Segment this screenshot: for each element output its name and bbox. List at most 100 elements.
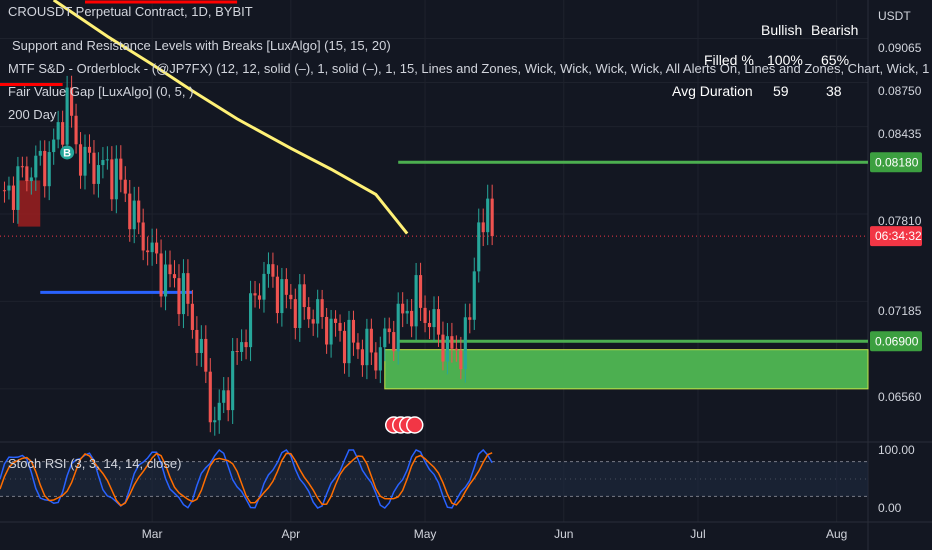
stoch-tick-label: 100.00	[878, 443, 915, 457]
candle-body	[231, 350, 235, 411]
lower-line-price-label: 0.06900	[875, 334, 919, 348]
candle-body	[334, 318, 338, 323]
candle-body	[338, 322, 342, 331]
candle-body	[163, 264, 168, 297]
candle-body	[280, 279, 284, 314]
candle-body	[266, 264, 271, 274]
candle-body	[235, 350, 239, 352]
price-tick-label: 0.08435	[878, 127, 922, 141]
current-price-label-bg	[870, 226, 922, 247]
stats-header-bearish: Bearish	[811, 22, 859, 38]
stats-duration-bearish: 38	[826, 83, 842, 99]
candle-body	[320, 299, 324, 317]
price-tick-label: 0.07185	[878, 304, 922, 318]
buy-marker	[60, 145, 75, 160]
candle-body	[374, 352, 378, 371]
candle-body	[481, 222, 485, 233]
indicator-legend-ma[interactable]: 200 Day	[8, 107, 57, 122]
candle-body	[486, 198, 490, 233]
candle-body	[445, 336, 449, 362]
price-tick-label: 0.07810	[878, 214, 922, 228]
candle-body	[78, 144, 83, 176]
candle-body	[217, 402, 221, 421]
stoch-tick-label: 0.00	[878, 501, 902, 515]
candle-body	[463, 317, 467, 370]
candle-body	[401, 303, 405, 314]
candle-body	[222, 390, 226, 403]
candle-body	[316, 299, 320, 324]
candle-body	[92, 152, 96, 184]
upper-line-price-label: 0.08180	[875, 155, 919, 169]
candle-body	[490, 198, 494, 237]
price-tick-label: 0.08750	[878, 84, 922, 98]
candle-body	[468, 317, 472, 320]
candle-body	[47, 152, 51, 187]
indicator-legend-fvg[interactable]: Fair Value Gap [LuxAlgo] (0, 5, )	[8, 84, 194, 99]
event-flag-icon	[405, 416, 424, 434]
candle-body	[360, 349, 364, 366]
candle-body	[83, 146, 87, 176]
candle-body	[96, 165, 100, 184]
candle-body	[186, 273, 190, 304]
candle-body	[351, 319, 356, 343]
candle-body	[181, 273, 186, 315]
candle-body	[405, 310, 409, 314]
candle-body	[56, 122, 60, 140]
lower-line-price-label-bg	[870, 331, 922, 352]
candle-body	[419, 275, 423, 308]
candle-body	[132, 200, 136, 230]
candle-body	[342, 330, 347, 364]
candle-body	[61, 122, 65, 145]
candle-body	[159, 253, 163, 297]
candle-body	[190, 303, 194, 330]
candle-body	[432, 309, 436, 328]
candle-body	[329, 318, 333, 345]
stoch-d-line	[0, 452, 493, 507]
candle-body	[123, 179, 127, 194]
candle-body	[199, 338, 203, 353]
time-tick-label: Jun	[554, 527, 573, 541]
currency-label: USDT	[878, 9, 911, 23]
candle-body	[369, 328, 373, 353]
candle-body	[347, 319, 351, 364]
time-tick-label: May	[414, 527, 437, 541]
time-tick-label: Jul	[690, 527, 705, 541]
candle-body	[378, 347, 382, 371]
candle-body	[65, 87, 69, 145]
candle-body	[240, 342, 244, 352]
candle-body	[20, 166, 24, 168]
demand-zone	[384, 349, 869, 390]
candle-body	[43, 150, 47, 187]
candle-body	[168, 264, 172, 275]
stats-filled-bullish: 100%	[767, 52, 803, 68]
candle-body	[11, 185, 15, 210]
candle-body	[262, 273, 266, 300]
stats-duration-label: Avg Duration	[672, 83, 753, 99]
candle-body	[248, 293, 253, 348]
candle-body	[441, 334, 445, 362]
candle-body	[365, 328, 369, 366]
candle-body	[29, 177, 33, 182]
oscillator-title[interactable]: Stoch RSI (3, 3, 14, 14, close)	[8, 456, 182, 471]
candle-body	[423, 307, 427, 323]
candle-body	[52, 139, 56, 153]
stats-header-bullish: Bullish	[761, 22, 803, 38]
candle-body	[195, 329, 199, 353]
current-price-label: 06:34:32	[875, 229, 922, 243]
candle-body	[477, 222, 481, 272]
candle-body	[7, 185, 11, 191]
time-tick-label: Mar	[142, 527, 163, 541]
indicator-legend-sr[interactable]: Support and Resistance Levels with Break…	[12, 38, 391, 53]
candle-body	[289, 294, 293, 300]
candle-body	[38, 150, 42, 156]
candle-body	[293, 299, 297, 328]
candle-body	[383, 328, 387, 348]
candle-body	[114, 158, 118, 200]
candle-body	[244, 342, 248, 348]
candle-body	[155, 242, 159, 254]
indicator-legend-mtf[interactable]: MTF S&D - Orderblock - (@JP7FX) (12, 12,…	[8, 61, 930, 76]
candle-body	[436, 309, 441, 335]
candle-body	[356, 342, 360, 350]
